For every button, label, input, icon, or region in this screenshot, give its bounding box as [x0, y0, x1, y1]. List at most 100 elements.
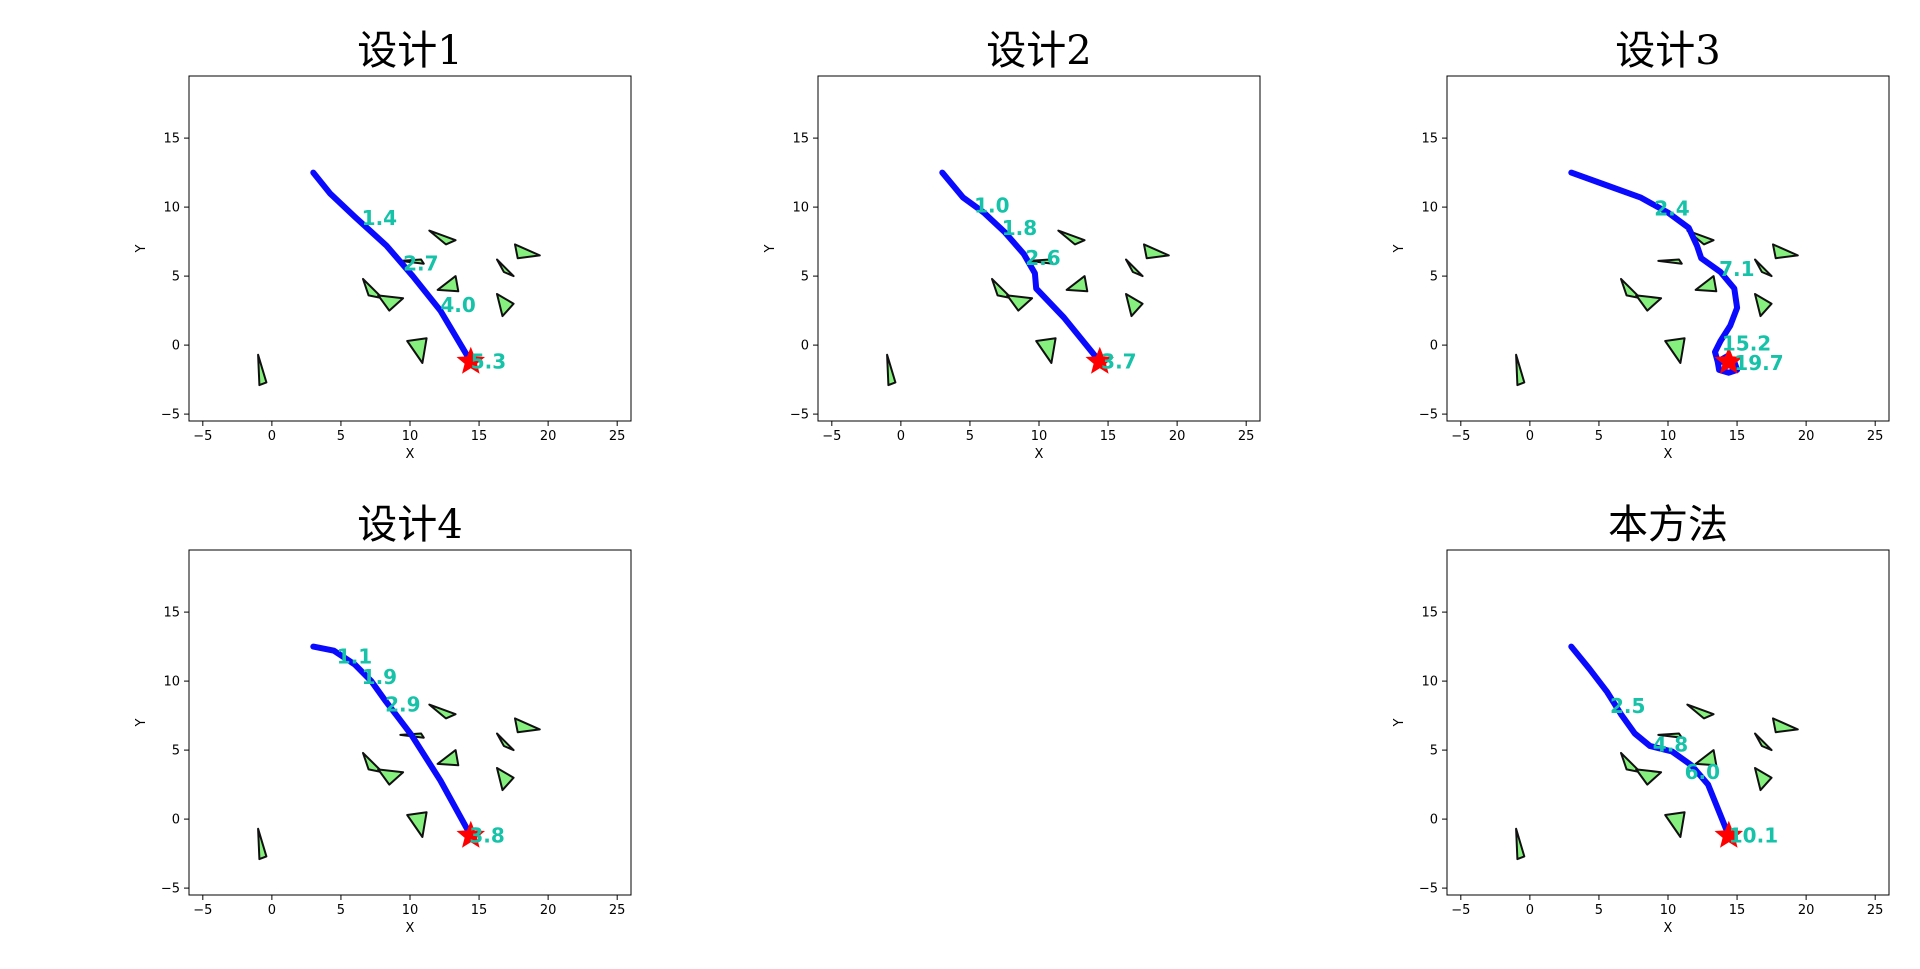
- obstacle: [428, 229, 457, 246]
- y-tick-label: 10: [163, 675, 180, 690]
- time-annotation: 2.6: [1025, 246, 1060, 270]
- x-tick-label: 15: [471, 429, 488, 444]
- trajectory-path: [1568, 169, 1741, 376]
- x-tick-label: 20: [1798, 903, 1815, 918]
- time-annotation: 1.8: [1002, 216, 1037, 240]
- x-tick-label: −5: [1451, 429, 1470, 444]
- obstacle: [1028, 258, 1054, 265]
- y-tick-label: 15: [163, 606, 180, 621]
- obstacle: [1635, 294, 1663, 312]
- x-tick-label: 15: [1729, 903, 1746, 918]
- time-annotation: 1.0: [974, 194, 1009, 218]
- time-annotation: 1.4: [362, 206, 397, 230]
- x-tick-label: 10: [402, 903, 419, 918]
- obstacle: [377, 294, 405, 312]
- obstacle: [1143, 243, 1170, 260]
- obstacle: [496, 767, 515, 792]
- x-tick-label: 25: [609, 429, 626, 444]
- obstacle: [886, 353, 897, 387]
- time-annotation: 3.8: [469, 824, 504, 848]
- subplot-title: 设计2: [986, 28, 1091, 74]
- obstacle: [1635, 768, 1663, 786]
- y-tick-label: 10: [792, 201, 809, 216]
- obstacle: [1035, 337, 1057, 364]
- y-tick-label: 5: [172, 744, 180, 759]
- y-tick-label: 15: [1421, 132, 1438, 147]
- time-annotation: 19.7: [1734, 351, 1783, 375]
- obstacle: [406, 337, 428, 364]
- data-layer: [886, 169, 1170, 387]
- y-tick-label: 15: [792, 132, 809, 147]
- y-axis-label: Y: [134, 718, 149, 727]
- obstacle: [1772, 243, 1799, 260]
- obstacle: [1515, 353, 1526, 387]
- data-layer: [257, 643, 541, 861]
- goal-star: [1714, 820, 1743, 848]
- y-tick-label: 0: [1430, 813, 1438, 828]
- obstacle: [1772, 717, 1799, 734]
- obstacle: [1754, 767, 1773, 792]
- obstacle: [1065, 275, 1089, 293]
- obstacle: [1620, 751, 1642, 774]
- x-tick-label: 5: [966, 429, 974, 444]
- obstacle: [362, 751, 384, 774]
- x-tick-label: 0: [897, 429, 905, 444]
- y-tick-label: 0: [172, 813, 180, 828]
- axes-frame: [1446, 549, 1890, 896]
- x-tick-label: 0: [268, 429, 276, 444]
- time-annotation: 7.1: [1719, 257, 1754, 281]
- obstacle: [257, 827, 268, 861]
- x-tick-label: 25: [1867, 429, 1884, 444]
- time-annotation: 10.1: [1729, 824, 1778, 848]
- axes-frame: [188, 75, 632, 422]
- obstacle: [1657, 732, 1683, 739]
- obstacle: [1657, 258, 1683, 265]
- y-tick-label: 15: [163, 132, 180, 147]
- subplot-2: 设计2 −5 0 5 10 15 20 25 −5 0 5 10 15 X Y 1.01.8 2.6 3.7: [763, 28, 1261, 462]
- obstacle: [1754, 732, 1773, 752]
- subplot-3: 设计3 −5 0 5 10 15 20 25 −5 0 5 10 15 X Y 2.4 7.1 15.219.7: [1392, 28, 1890, 462]
- x-tick-label: −5: [193, 429, 212, 444]
- obstacle: [436, 275, 460, 293]
- y-tick-label: −5: [1419, 882, 1438, 897]
- trajectory-path: [1568, 643, 1732, 839]
- x-axis-label: X: [406, 921, 415, 936]
- time-annotation: 2.5: [1610, 694, 1645, 718]
- y-axis-label: Y: [1392, 244, 1407, 253]
- obstacle: [514, 717, 541, 734]
- x-tick-label: 15: [1729, 429, 1746, 444]
- time-annotation: 2.9: [385, 693, 420, 717]
- y-tick-label: 15: [1421, 606, 1438, 621]
- y-tick-label: −5: [790, 408, 809, 423]
- obstacle: [991, 277, 1013, 300]
- time-annotation: 5.3: [471, 350, 506, 374]
- x-tick-label: 0: [268, 903, 276, 918]
- x-tick-label: 5: [337, 903, 345, 918]
- subplot-4: 设计4 −5 0 5 10 15 20 25 −5 0 5 10 15 X Y 1.11.9 2.9 3.8: [134, 502, 632, 936]
- time-annotation: 4.8: [1653, 733, 1688, 757]
- x-tick-label: −5: [822, 429, 841, 444]
- data-layer: [1515, 169, 1799, 387]
- goal-star: [1714, 346, 1743, 374]
- obstacle: [406, 811, 428, 838]
- obstacle: [496, 293, 515, 318]
- y-tick-label: 10: [163, 201, 180, 216]
- x-tick-label: 15: [1100, 429, 1117, 444]
- x-tick-label: 20: [1169, 429, 1186, 444]
- x-tick-label: 0: [1526, 903, 1534, 918]
- x-tick-label: 25: [1867, 903, 1884, 918]
- y-tick-label: 0: [172, 339, 180, 354]
- x-tick-label: −5: [1451, 903, 1470, 918]
- subplot-1: 设计1 −5 0 5 10 15 20 25 −5 0 5 10 15 X Y 1.42.74.0 5.3: [134, 28, 632, 462]
- goal-star: [1085, 346, 1114, 374]
- x-tick-label: −5: [193, 903, 212, 918]
- x-tick-label: 20: [540, 903, 557, 918]
- y-tick-label: 5: [801, 270, 809, 285]
- x-tick-label: 10: [1660, 429, 1677, 444]
- x-axis-label: X: [1664, 447, 1673, 462]
- obstacle: [1006, 294, 1034, 312]
- y-tick-label: 0: [1430, 339, 1438, 354]
- y-tick-label: 5: [172, 270, 180, 285]
- x-tick-label: 10: [1031, 429, 1048, 444]
